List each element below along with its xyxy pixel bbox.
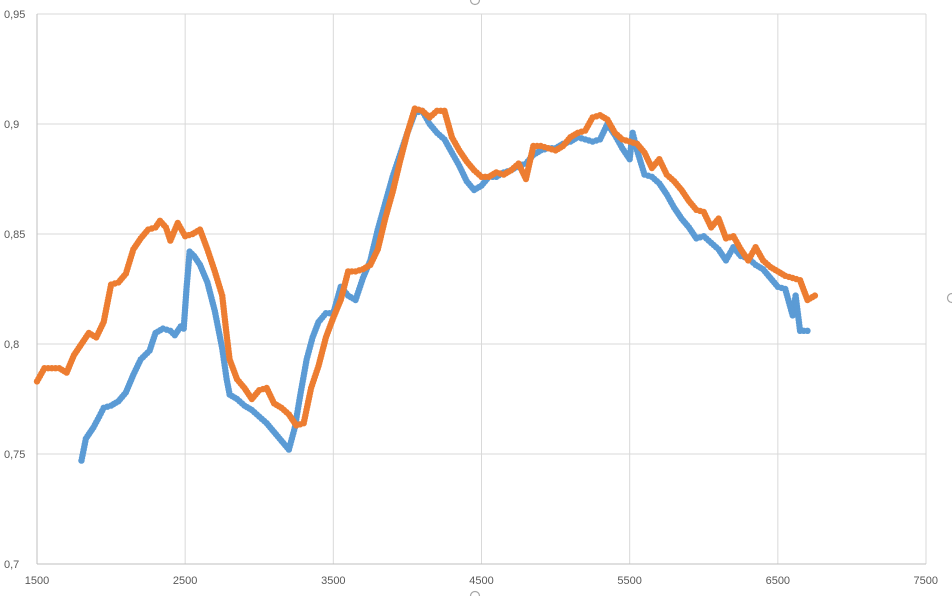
series-2 [33, 105, 819, 429]
x-tick-label: 6500 [766, 575, 790, 587]
x-tick-label: 5500 [617, 575, 641, 587]
y-tick-label: 0,8 [4, 339, 19, 351]
series-layer [33, 105, 819, 464]
axes [36, 14, 926, 565]
x-tick-label: 1500 [25, 575, 49, 587]
data-point [804, 327, 811, 334]
resize-handle-bottom[interactable] [469, 590, 481, 596]
resize-handle-right[interactable] [946, 292, 952, 304]
y-tick-label: 0,75 [4, 449, 25, 461]
resize-handle-top[interactable] [469, 0, 481, 6]
x-tick-label: 4500 [469, 575, 493, 587]
y-tick-label: 0,85 [4, 229, 25, 241]
series-1 [78, 107, 811, 464]
gridlines [37, 13, 927, 564]
data-point [811, 292, 819, 299]
x-tick-label: 3500 [321, 575, 345, 587]
x-tick-label: 7500 [914, 575, 938, 587]
y-tick-label: 0,9 [4, 119, 19, 131]
y-tick-label: 0,7 [4, 559, 19, 571]
y-tick-label: 0,95 [4, 9, 25, 21]
tick-labels: 0,7 0,75 0,8 0,85 0,9 0,95 1500 2500 3500 4500 550… [4, 9, 938, 587]
chart-frame-handles[interactable] [469, 0, 952, 596]
x-tick-label: 2500 [173, 575, 197, 587]
